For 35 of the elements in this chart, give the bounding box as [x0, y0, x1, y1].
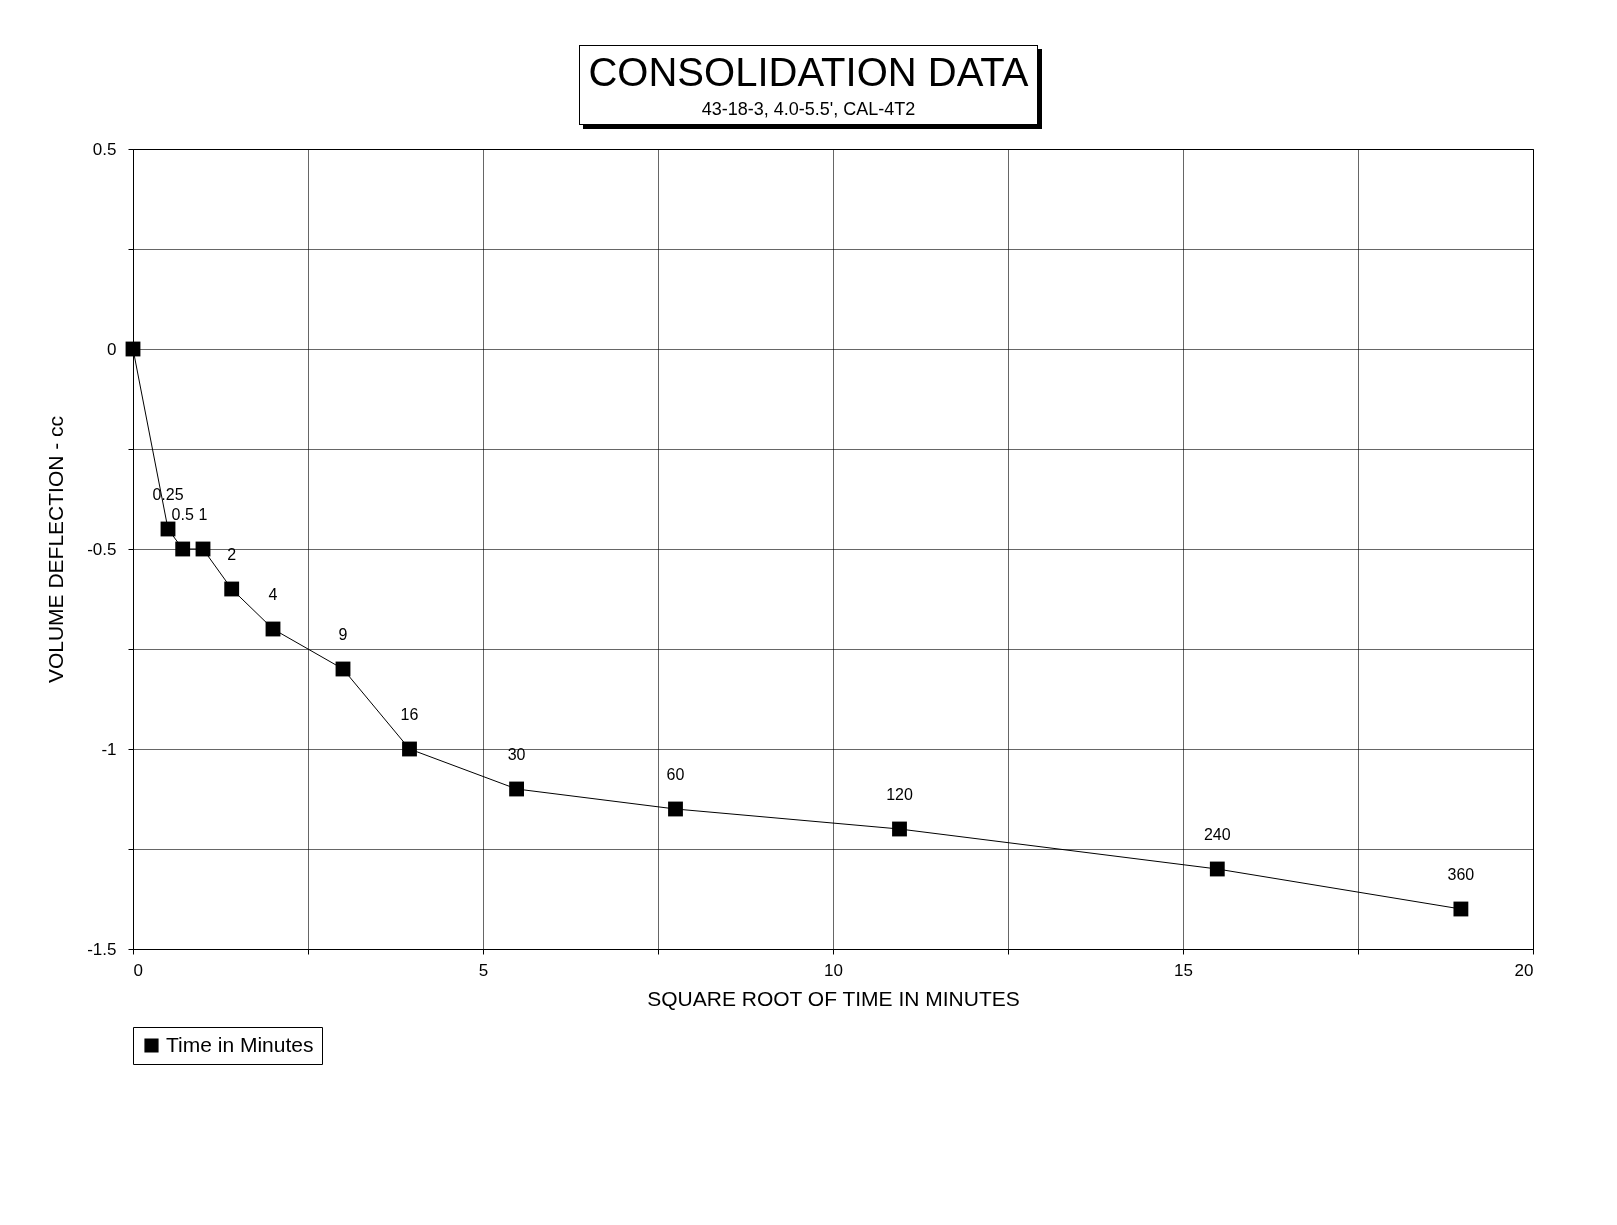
x-tick-label: 20	[1514, 960, 1534, 980]
x-axis-title: SQUARE ROOT OF TIME IN MINUTES	[647, 986, 1020, 1010]
point	[509, 781, 525, 797]
annotation: 120	[886, 786, 913, 803]
y-tick-label: -0.5	[87, 539, 117, 559]
annotation: 360	[1447, 866, 1475, 883]
annotation: 4	[268, 586, 278, 603]
x-tick-label: 5	[478, 960, 489, 980]
point	[1209, 861, 1225, 877]
point	[1453, 901, 1469, 917]
annotation: 1	[198, 506, 208, 523]
y-tick-label: -1.5	[87, 939, 117, 959]
annotation: 16	[400, 706, 419, 723]
y-tick-label: -1	[101, 739, 117, 759]
chart-subtitle: 43-18-3, 4.0-5.5', CAL-4T2	[700, 99, 917, 120]
x-tick-label: 10	[824, 960, 843, 980]
point	[175, 541, 191, 557]
annotation: 2	[227, 546, 237, 563]
y-tick-label: 0.5	[92, 139, 117, 159]
y-axis-title: VOLUME DEFLECTION - cc	[44, 415, 68, 684]
annotation: 30	[507, 746, 526, 763]
point	[892, 821, 907, 837]
annotation: 60	[666, 766, 685, 783]
annotation: 240	[1203, 826, 1231, 843]
annotation: 0.5	[171, 506, 194, 523]
chart-title: CONSOLIDATION DATA	[588, 50, 1029, 95]
annotation: 9	[338, 626, 348, 643]
point	[402, 741, 417, 757]
point	[668, 801, 683, 817]
x-tick-label: 0	[133, 960, 143, 980]
x-tick-label: 15	[1174, 960, 1193, 980]
y-tick-label: 0	[107, 339, 117, 359]
legend-label: Time in Minutes	[166, 1032, 314, 1056]
point	[224, 581, 240, 597]
point	[125, 341, 141, 357]
